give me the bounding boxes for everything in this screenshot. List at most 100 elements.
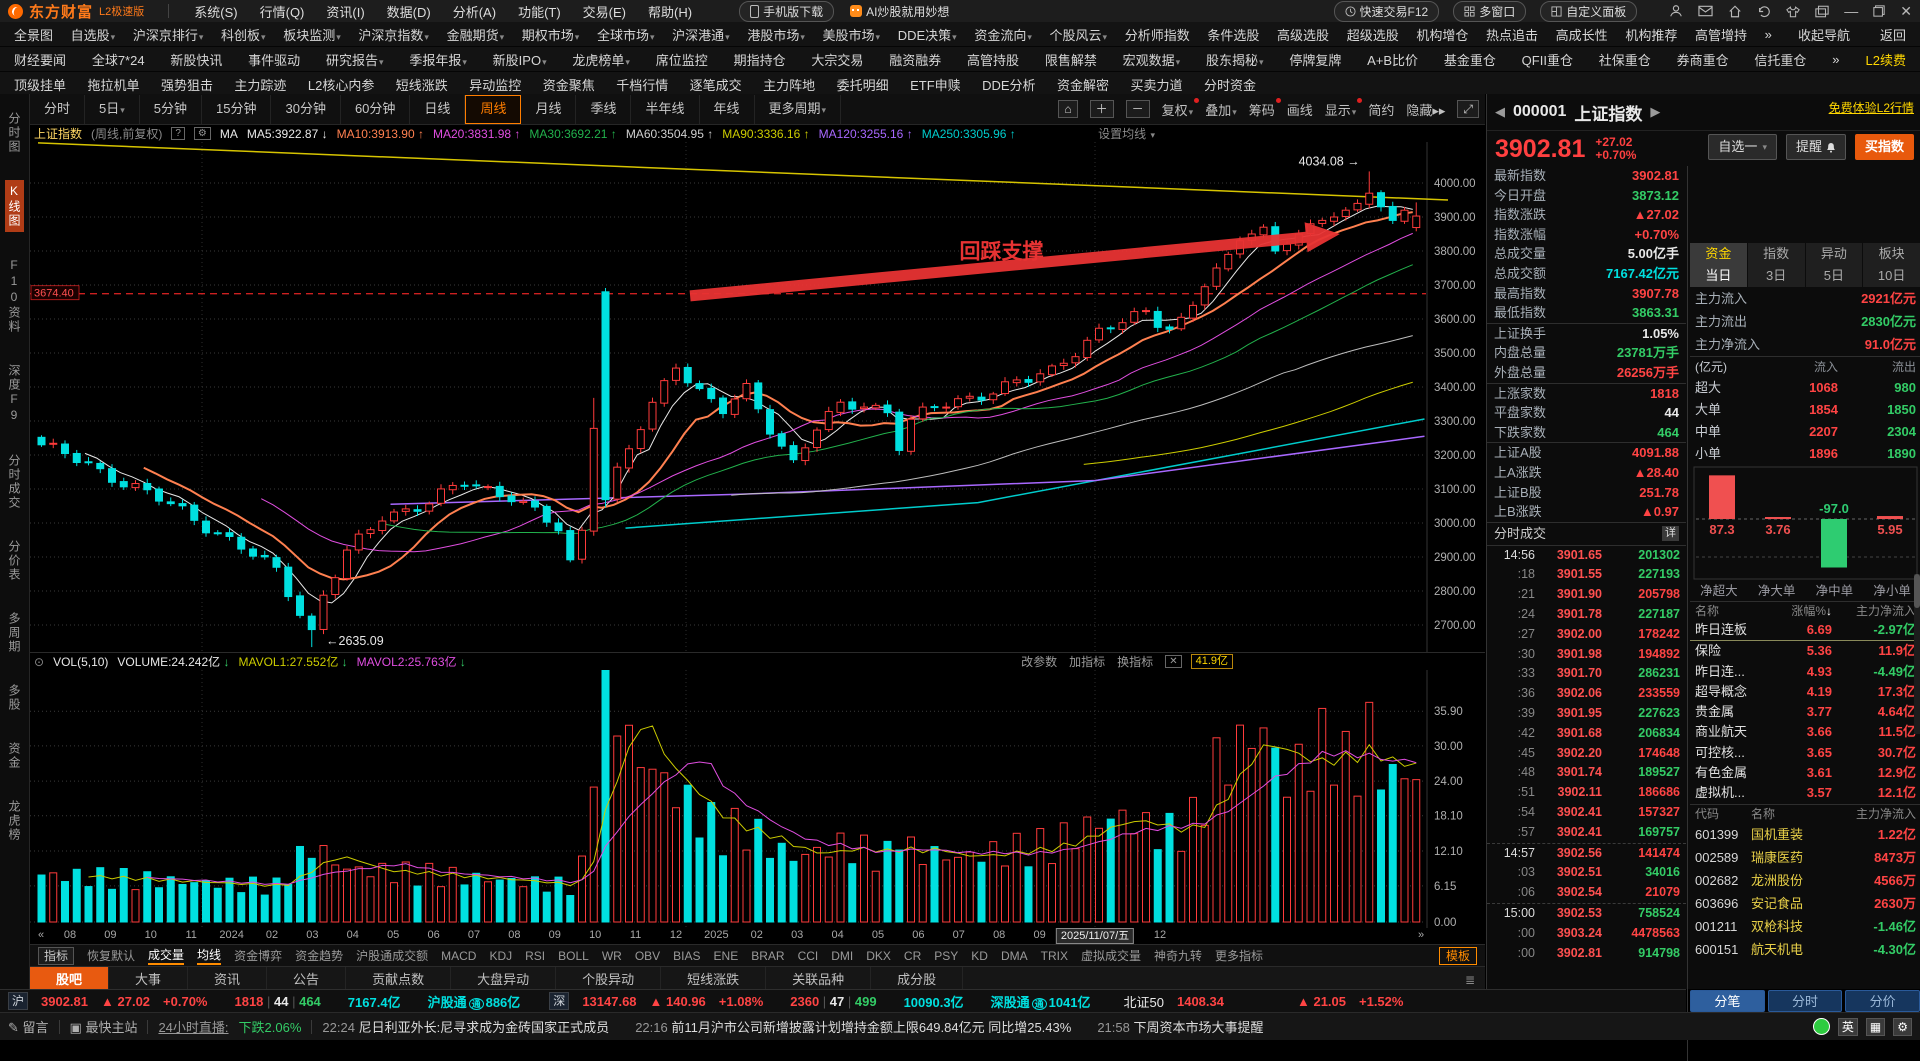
- sh-index[interactable]: 3902.81: [41, 993, 89, 1009]
- nav-item[interactable]: L2核心内参: [307, 77, 375, 93]
- indicator-DKX[interactable]: DKX: [866, 948, 891, 963]
- nav-item[interactable]: 个股风云▾: [1049, 27, 1108, 43]
- l2-renew-link[interactable]: L2续费: [1865, 52, 1906, 68]
- nav-item[interactable]: 高成长性: [1555, 27, 1608, 43]
- timeframe-分时[interactable]: 分时: [30, 94, 86, 124]
- indicator-OBV[interactable]: OBV: [634, 948, 661, 963]
- next-stock-arrow[interactable]: ▶: [1650, 104, 1661, 119]
- sort-by-pct[interactable]: 涨幅%↓: [1791, 604, 1832, 618]
- tool-画线[interactable]: 画线: [1286, 102, 1313, 118]
- scroll-right-icon[interactable]: »: [1418, 929, 1425, 941]
- user-icon[interactable]: [1669, 4, 1683, 18]
- collapse-icon[interactable]: ⊙: [34, 654, 45, 669]
- indicator-资金博弈[interactable]: 资金博弈: [234, 949, 283, 963]
- nav-item[interactable]: 顶级挂单: [14, 77, 67, 93]
- tool-简约[interactable]: 简约: [1368, 102, 1395, 118]
- nav-item[interactable]: 全球7*24: [91, 52, 145, 68]
- vol-link-加指标[interactable]: 加指标: [1069, 655, 1106, 669]
- nav-item[interactable]: 研究报告▾: [325, 52, 384, 68]
- live-label[interactable]: 24小时直播:: [158, 1020, 229, 1035]
- stock-row[interactable]: 002682 龙洲股份 4566万: [1695, 872, 1916, 888]
- nav-item[interactable]: 逐笔成交: [689, 77, 742, 93]
- nav-item[interactable]: 主力踪迹: [234, 77, 287, 93]
- indicator-TRIX[interactable]: TRIX: [1040, 948, 1068, 963]
- set-ma-button[interactable]: 设置均线 ▾: [1098, 127, 1155, 141]
- nav-item[interactable]: 全球市场▾: [596, 27, 655, 43]
- tick-tab-分价[interactable]: 分价: [1845, 990, 1920, 1012]
- maximize-button[interactable]: [1873, 5, 1885, 17]
- nav-item[interactable]: ETF申赎: [910, 77, 961, 93]
- tab-股吧[interactable]: 股吧: [30, 967, 110, 993]
- nav-item[interactable]: 千档行情: [616, 77, 669, 93]
- nav-item[interactable]: 拖拉机单: [87, 77, 140, 93]
- fund-tab-异动[interactable]: 异动: [1805, 243, 1864, 265]
- nav-item[interactable]: 全景图: [14, 27, 54, 43]
- zoom-in-button[interactable]: ＋: [1089, 100, 1114, 118]
- menu-帮助(H)[interactable]: 帮助(H): [648, 4, 693, 20]
- tick-detail-button[interactable]: 详: [1662, 525, 1679, 541]
- quick-trade-button[interactable]: 快速交易F12: [1333, 0, 1440, 22]
- help-icon[interactable]: ?: [171, 127, 185, 140]
- nav-item[interactable]: DDE决策▾: [897, 27, 957, 43]
- nav-item[interactable]: 新股快讯: [170, 52, 223, 68]
- buy-index-button[interactable]: 买指数: [1854, 134, 1914, 160]
- indicator-KD[interactable]: KD: [971, 948, 988, 963]
- nav-item[interactable]: 机构推荐: [1625, 27, 1678, 43]
- nav-item[interactable]: QFII重仓: [1521, 52, 1573, 68]
- nav-item[interactable]: 分时资金: [1203, 77, 1256, 93]
- zoom-out-button[interactable]: －: [1125, 100, 1150, 118]
- timeframe-周线[interactable]: 周线: [465, 94, 522, 124]
- message-button[interactable]: ✎ 留言: [8, 1020, 49, 1035]
- nav-item[interactable]: 高管持股: [967, 52, 1020, 68]
- stock-row[interactable]: 600151 航天机电 -4.30亿: [1695, 941, 1916, 957]
- nav-item[interactable]: 停牌复牌: [1289, 52, 1342, 68]
- indicator-CCI[interactable]: CCI: [797, 948, 819, 963]
- home-icon[interactable]: [1728, 4, 1742, 18]
- menu-数据(D)[interactable]: 数据(D): [386, 4, 431, 20]
- sector-row[interactable]: 昨日连板 6.69 -2.97亿: [1690, 620, 1920, 642]
- nav-item[interactable]: DDE分析: [982, 77, 1036, 93]
- tab-成分股[interactable]: 成分股: [871, 967, 964, 993]
- indicator-BIAS[interactable]: BIAS: [673, 948, 701, 963]
- timeframe-年线[interactable]: 年线: [700, 94, 755, 124]
- sidebar-item-分时成交[interactable]: 分时成交: [7, 454, 21, 510]
- indicator-RSI[interactable]: RSI: [525, 948, 546, 963]
- tool-显示[interactable]: 显示▾: [1325, 97, 1363, 119]
- nav-item[interactable]: 机构增仓: [1416, 27, 1469, 43]
- indicator-PSY[interactable]: PSY: [934, 948, 959, 963]
- nav-item[interactable]: 分析师指数: [1124, 27, 1190, 43]
- sector-row[interactable]: 贵金属 3.77 4.64亿: [1695, 704, 1916, 720]
- back-button[interactable]: 返回: [1879, 27, 1906, 43]
- menu-系统(S)[interactable]: 系统(S): [194, 4, 238, 20]
- ai-stock-badge[interactable]: AI炒股就用妙想: [840, 2, 959, 21]
- indicator-KDJ[interactable]: KDJ: [489, 948, 513, 963]
- phone-download-badge[interactable]: 手机版下载: [739, 0, 835, 22]
- tab-公告[interactable]: 公告: [267, 967, 347, 993]
- indicator-BOLL[interactable]: BOLL: [558, 948, 589, 963]
- timeframe-月线[interactable]: 月线: [521, 94, 577, 124]
- nav-item[interactable]: 主力阵地: [763, 77, 816, 93]
- nav-item[interactable]: 期指持仓: [733, 52, 786, 68]
- indicator-均线[interactable]: 均线: [197, 946, 222, 965]
- sidebar-item-K线图[interactable]: K线图: [5, 180, 24, 232]
- fund-subtab-5日[interactable]: 5日: [1805, 265, 1864, 287]
- menu-资讯(I)[interactable]: 资讯(I): [326, 4, 365, 20]
- fund-tab-指数[interactable]: 指数: [1747, 243, 1806, 265]
- indicator-WR[interactable]: WR: [601, 948, 622, 963]
- nav-item[interactable]: 板块监测▾: [283, 27, 341, 43]
- sector-row[interactable]: 保险 5.36 11.9亿: [1695, 643, 1916, 659]
- fullscreen-icon[interactable]: ⤢: [1457, 100, 1479, 118]
- indicator-沪股通成交额[interactable]: 沪股通成交额: [356, 949, 429, 963]
- tool-隐藏[interactable]: 隐藏▸▸: [1406, 102, 1446, 118]
- indicator-BRAR[interactable]: BRAR: [751, 948, 785, 963]
- nav-item[interactable]: 财经要闻: [14, 52, 67, 68]
- sidebar-item-多周期[interactable]: 多周期: [7, 612, 21, 654]
- timeframe-15分钟[interactable]: 15分钟: [202, 94, 272, 124]
- sidebar-item-分时图[interactable]: 分时图: [7, 112, 21, 154]
- nav-item[interactable]: 条件选股: [1207, 27, 1260, 43]
- skin-icon[interactable]: [1786, 5, 1801, 18]
- menu-分析(A)[interactable]: 分析(A): [452, 4, 497, 20]
- add-watchlist-button[interactable]: 自选一 ▾: [1708, 134, 1777, 160]
- nav-item[interactable]: 期权市场▾: [521, 27, 580, 43]
- tick-tab-分笔[interactable]: 分笔: [1690, 990, 1765, 1012]
